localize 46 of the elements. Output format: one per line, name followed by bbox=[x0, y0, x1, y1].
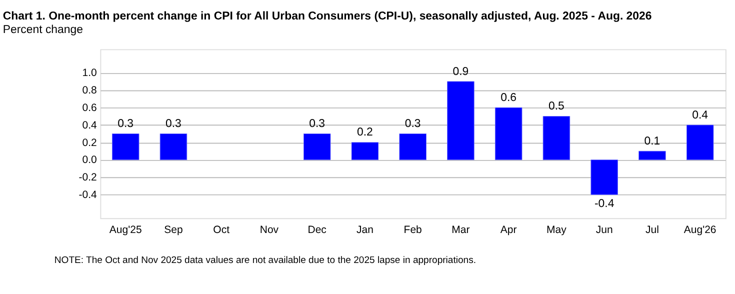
x-tick-label: Mar bbox=[452, 224, 470, 236]
y-tick-label: -0.2 bbox=[78, 172, 98, 184]
data-label: 0.3 bbox=[404, 118, 421, 130]
data-label: 0.4 bbox=[692, 109, 709, 122]
data-label: 0.5 bbox=[548, 100, 564, 113]
bar bbox=[399, 133, 426, 160]
y-tick-label: 0.6 bbox=[82, 102, 98, 114]
bar bbox=[303, 133, 331, 160]
y-tick-label: -0.4 bbox=[78, 189, 98, 202]
data-label: 0.2 bbox=[357, 126, 373, 139]
data-label: 0.3 bbox=[309, 118, 326, 130]
x-tick-label: Nov bbox=[260, 224, 280, 236]
bar bbox=[542, 116, 570, 160]
data-label: 0.3 bbox=[118, 118, 134, 130]
text: NOTE: The Oct and Nov 2025 data values are not available due to the 2025 lapse in appropriations. bbox=[54, 255, 476, 266]
x-tick-label: Apr bbox=[500, 224, 518, 236]
y-tick-label: 0.4 bbox=[82, 119, 98, 132]
x-tick-label: Aug'25 bbox=[109, 224, 142, 236]
bar bbox=[112, 133, 140, 160]
data-label: 0.6 bbox=[500, 92, 517, 104]
x-tick-label: Aug'26 bbox=[684, 224, 716, 236]
y-tick-label: 0.2 bbox=[82, 136, 98, 149]
y-tick-label: 0.0 bbox=[82, 154, 98, 166]
y-tick-label: 1.0 bbox=[82, 67, 98, 80]
x-tick-label: May bbox=[546, 224, 568, 236]
bar bbox=[590, 160, 618, 195]
bar bbox=[638, 150, 666, 160]
chart-subtitle: Percent change bbox=[2, 24, 83, 36]
chart-title: Chart 1. One-month percent change in CPI for All Urban Consumers (CPI-U), seasonally adjusted, Aug. 2025 - Aug. 2026 bbox=[2, 10, 652, 23]
x-tick-label: Dec bbox=[308, 224, 326, 236]
x-tick-label: Sep bbox=[164, 224, 183, 236]
bar bbox=[686, 124, 714, 160]
bar bbox=[494, 107, 522, 160]
x-tick-label: Oct bbox=[213, 224, 230, 236]
data-label: 0.3 bbox=[166, 118, 182, 130]
data-label: -0.4 bbox=[594, 198, 615, 210]
bar bbox=[160, 133, 188, 160]
x-tick-label: Jul bbox=[645, 224, 659, 236]
x-tick-label: Jan bbox=[356, 224, 374, 236]
data-label: 0.1 bbox=[644, 135, 660, 148]
bar bbox=[351, 142, 379, 160]
y-tick-label: 0.8 bbox=[82, 84, 98, 96]
x-tick-label: Jun bbox=[596, 224, 613, 236]
x-tick-label: Feb bbox=[404, 224, 422, 236]
data-label: 0.9 bbox=[452, 66, 469, 78]
bar bbox=[447, 81, 474, 160]
